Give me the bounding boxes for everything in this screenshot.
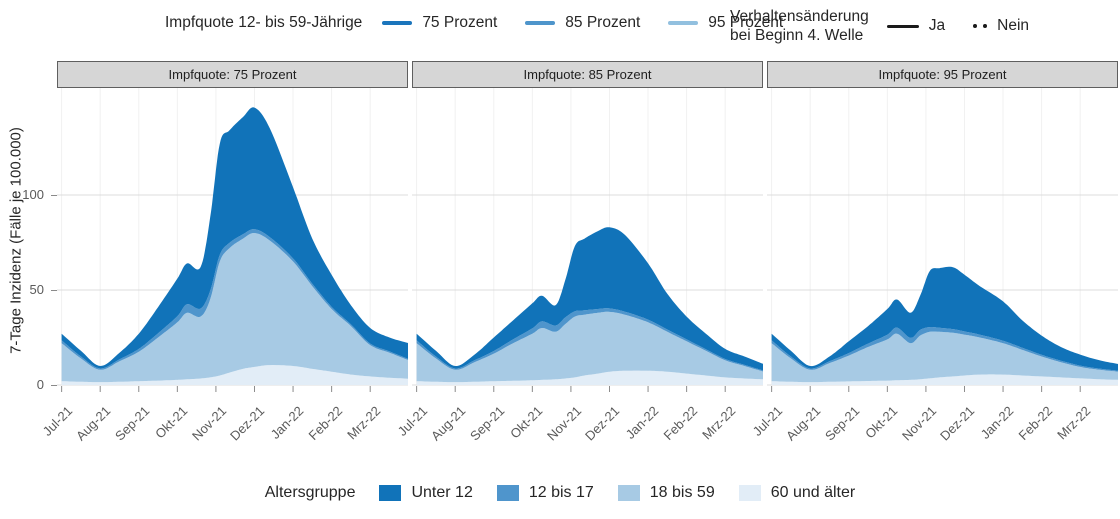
y-tick-mark [51, 195, 57, 196]
x-tick-label: Jul-21 [39, 403, 75, 439]
legend-label-nein: Nein [997, 17, 1030, 35]
legend-vaccination-title: Impfquote 12- bis 59-Jährige [165, 14, 363, 31]
facet-strip-95: Impfquote: 95 Prozent [767, 61, 1118, 88]
legend-item-12-bis-17: 12 bis 17 [496, 484, 594, 502]
dotted-line-icon [973, 24, 988, 29]
x-tick-label: Dez-21 [227, 403, 268, 444]
x-tick-label: Dez-21 [937, 403, 978, 444]
legend-item-75-prozent: 75 Prozent [382, 14, 497, 32]
x-tick-label: Mrz-22 [1054, 403, 1094, 443]
x-tick-label: Jan-22 [622, 403, 662, 442]
x-tick-label: Okt-21 [862, 403, 901, 442]
y-tick-mark [51, 290, 57, 291]
legend-item-18-bis-59: 18 bis 59 [617, 484, 715, 502]
legend-label-18-bis-59: 18 bis 59 [649, 484, 715, 501]
legend-age-title: Altersgruppe [264, 484, 356, 501]
x-tick-label: Mrz-22 [344, 403, 384, 443]
plot-area-85 [412, 88, 763, 396]
area-18-bis-59 [771, 331, 1118, 383]
area-18-bis-59 [61, 233, 408, 383]
x-tick-label: Mrz-22 [699, 403, 739, 443]
legend-behavior-title-line1: Verhaltensänderung [730, 8, 869, 25]
line-swatch-75-icon [382, 21, 413, 25]
panel-impfquote-85: Impfquote: 85 Prozent Jul-21 Aug-21 Sep-21… [394, 61, 763, 454]
x-tick-label: Dez-21 [582, 403, 623, 444]
line-swatch-95-icon [668, 21, 699, 25]
swatch-18-bis-59-icon [617, 485, 640, 501]
x-tick-label: Aug-21 [783, 403, 824, 444]
x-tick-label: Nov-21 [188, 403, 230, 444]
panel-impfquote-75: Impfquote: 75 Prozent Jul-21 Aug-21 Sep-21… [39, 61, 408, 454]
legend-item-60-und-aelter: 60 und älter [738, 484, 856, 502]
plot-area-75 [57, 88, 408, 396]
legend-label-unter-12: Unter 12 [411, 484, 473, 501]
x-tick-label: Jan-22 [977, 403, 1017, 442]
legend-label-60-und-aelter: 60 und älter [770, 484, 856, 501]
x-tick-label: Feb-22 [305, 403, 345, 443]
legend-age-group: Altersgruppe Unter 12 12 bis 17 18 bis 5… [0, 484, 1120, 502]
area-18-bis-59 [416, 311, 763, 383]
y-tick-label: 0 [36, 377, 44, 392]
x-tick-label: Aug-21 [428, 403, 469, 444]
plot-area-95 [767, 88, 1118, 396]
facet-strip-75: Impfquote: 75 Prozent [57, 61, 408, 88]
legend-label-75: 75 Prozent [422, 14, 498, 31]
facet-panels: Impfquote: 75 Prozent Jul-21 Aug-21 Sep-21… [39, 61, 1118, 454]
area-60-und-älter [771, 374, 1118, 385]
area-60-und-älter [61, 365, 408, 385]
legend-vaccination: Impfquote 12- bis 59-Jährige 75 Prozent … [165, 14, 799, 32]
x-axis-95: Jul-21 Aug-21 Sep-21 Okt-21 Nov-21 Dez-21 Jan-… [749, 396, 1118, 454]
area-12-bis-17 [771, 327, 1118, 372]
legend-label-95: 95 Prozent [708, 14, 784, 31]
legend-item-95-prozent: 95 Prozent [668, 14, 783, 32]
x-tick-label: Sep-21 [111, 403, 153, 444]
x-tick-label: Feb-22 [1015, 403, 1055, 443]
legend-item-nein: Nein [973, 17, 1029, 35]
area-60-und-älter [416, 370, 763, 385]
y-tick-label: 50 [29, 282, 44, 297]
legend-label-ja: Ja [928, 17, 946, 35]
x-axis-85: Jul-21 Aug-21 Sep-21 Okt-21 Nov-21 Dez-21 Jan-… [394, 396, 763, 454]
legend-behavior-title-line2: bei Beginn 4. Welle [730, 27, 864, 45]
swatch-12-bis-17-icon [496, 485, 519, 501]
x-axis-75: Jul-21 Aug-21 Sep-21 Okt-21 Nov-21 Dez-21 Jan-… [39, 396, 408, 454]
area-unter-12 [416, 227, 763, 371]
x-tick-label: Feb-22 [660, 403, 700, 443]
y-axis-ticks: 0 50 100 [20, 88, 57, 396]
x-tick-label: Nov-21 [543, 403, 585, 444]
y-tick-label: 100 [22, 187, 44, 202]
x-tick-label: Nov-21 [898, 403, 940, 444]
solid-line-icon [886, 24, 919, 29]
legend-item-unter-12: Unter 12 [379, 484, 473, 502]
x-tick-label: Aug-21 [73, 403, 114, 444]
legend-behavior-title: Verhaltensänderung bei Beginn 4. Welle [730, 7, 869, 46]
x-tick-label: Jan-22 [267, 403, 307, 442]
x-tick-label: Sep-21 [821, 403, 863, 444]
area-unter-12 [61, 107, 408, 369]
swatch-60-und-aelter-icon [738, 485, 761, 501]
line-swatch-85-icon [525, 21, 556, 25]
legend-label-12-bis-17: 12 bis 17 [528, 484, 594, 501]
facet-strip-85: Impfquote: 85 Prozent [412, 61, 763, 88]
swatch-unter-12-icon [379, 485, 402, 501]
legend-label-85: 85 Prozent [565, 14, 641, 31]
legend-behavior-change: Verhaltensänderung bei Beginn 4. Welle J… [730, 7, 1045, 46]
legend-item-85-prozent: 85 Prozent [525, 14, 640, 32]
x-tick-label: Sep-21 [466, 403, 508, 444]
x-tick-label: Okt-21 [152, 403, 191, 442]
area-unter-12 [771, 266, 1118, 371]
y-tick-mark [51, 385, 57, 386]
x-tick-label: Okt-21 [507, 403, 546, 442]
legend-item-ja: Ja [886, 17, 946, 35]
panel-impfquote-95: Impfquote: 95 Prozent Jul-21 Aug-21 Sep-21… [749, 61, 1118, 454]
